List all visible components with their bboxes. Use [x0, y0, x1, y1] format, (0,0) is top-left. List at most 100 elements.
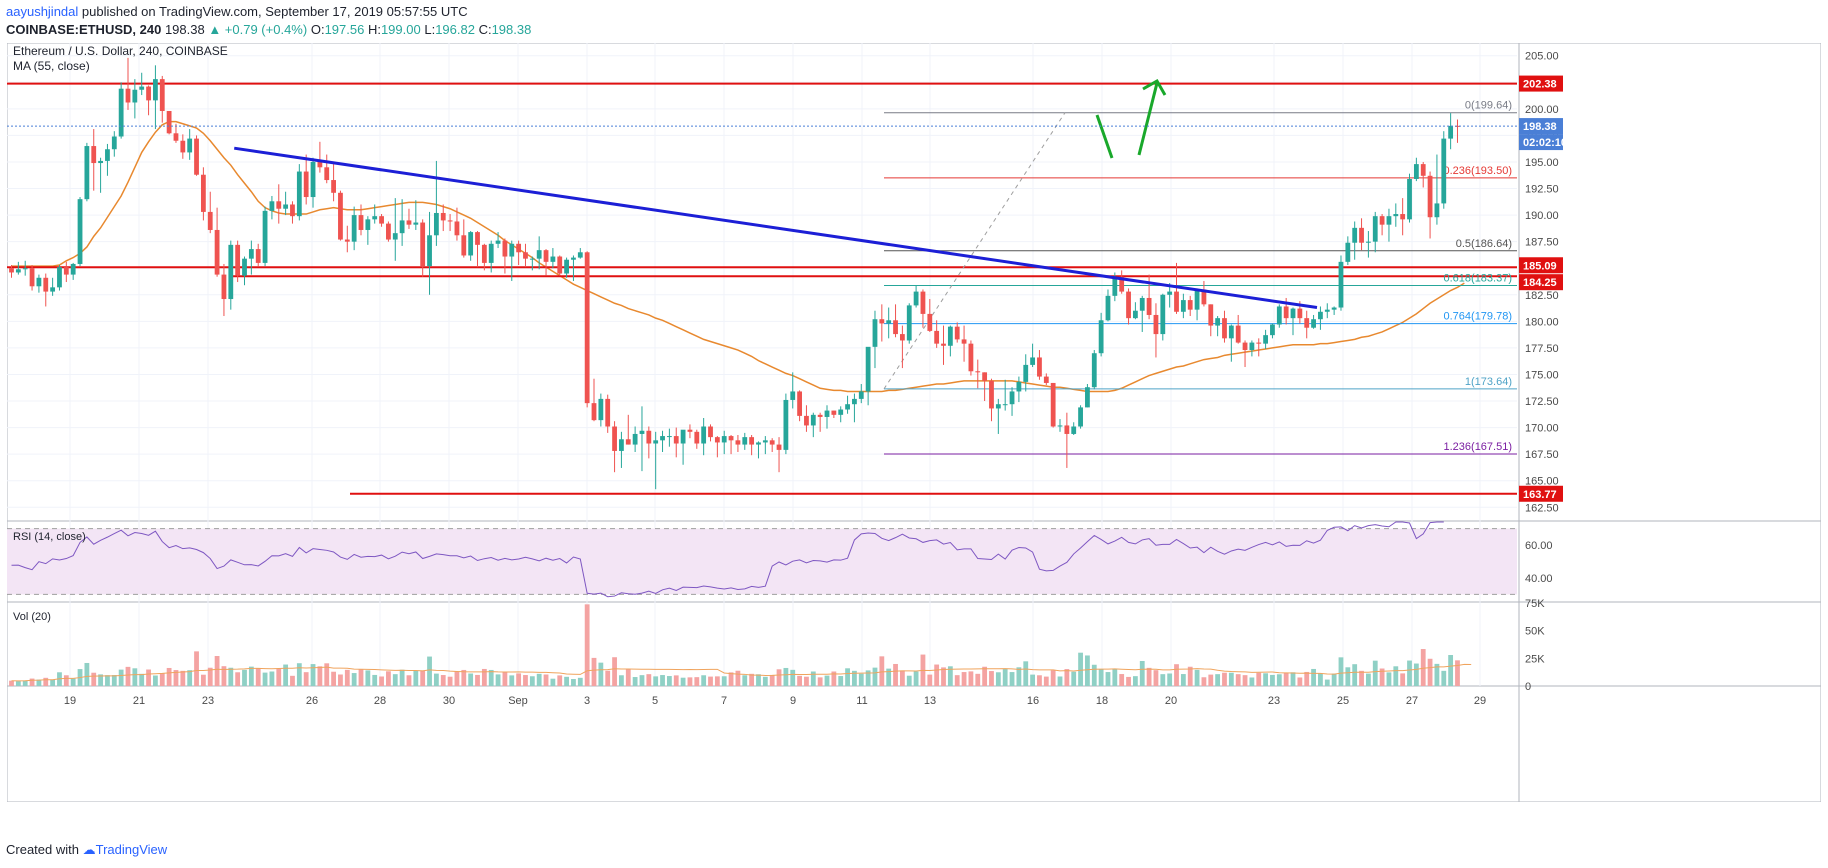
candle-body	[1249, 342, 1255, 351]
volume-bar	[1030, 674, 1035, 686]
candle-body	[516, 243, 522, 253]
volume-bar	[1434, 663, 1440, 686]
volume-bar	[577, 677, 583, 686]
candle-body	[1242, 342, 1248, 351]
candle-body	[968, 343, 974, 372]
volume-bar	[529, 676, 535, 686]
candle-body	[927, 313, 933, 331]
time-tick-label: 13	[924, 695, 936, 707]
volume-bar	[248, 666, 254, 686]
candle-body	[454, 221, 460, 236]
volume-bar	[954, 675, 960, 686]
rsi-tick-label: 60.00	[1525, 540, 1553, 552]
volume-legend: Vol (20)	[13, 611, 51, 623]
volume-bar	[1324, 679, 1330, 686]
volume-bar	[1078, 652, 1083, 686]
volume-bar	[420, 670, 426, 686]
volume-bar	[481, 668, 487, 686]
candle-body	[673, 436, 679, 444]
volume-bar	[1201, 677, 1207, 686]
ma55-line	[11, 120, 1465, 393]
candle-body	[1016, 381, 1022, 392]
candle-body	[653, 440, 659, 444]
volume-bar	[865, 670, 871, 686]
volume-bar	[433, 673, 439, 686]
volume-bar	[852, 670, 857, 686]
candle-body	[550, 256, 556, 262]
candle-body	[1194, 289, 1200, 310]
volume-bar	[769, 674, 775, 686]
candle-body	[1338, 261, 1344, 308]
volume-bar	[235, 672, 241, 686]
volume-bar	[331, 671, 336, 686]
time-tick-label: 30	[443, 695, 455, 707]
volume-bar	[776, 669, 782, 686]
volume-bar	[413, 670, 419, 686]
volume-bar	[899, 670, 905, 686]
volume-bar	[111, 675, 117, 686]
candle-body	[571, 257, 576, 260]
fib-level-label: 0.764(179.78)	[1444, 311, 1513, 323]
candle-body	[207, 211, 213, 230]
candle-body	[1359, 227, 1364, 243]
price-tick-label: 170.00	[1525, 423, 1559, 435]
candle-body	[63, 267, 69, 275]
candle-body	[70, 263, 76, 275]
candle-body	[557, 256, 563, 274]
volume-bar	[701, 675, 707, 686]
candle-body	[619, 439, 624, 451]
candle-body	[824, 410, 830, 417]
price-tick-label: 167.50	[1525, 449, 1559, 461]
candle-body	[1455, 125, 1460, 127]
candle-body	[1187, 300, 1193, 310]
candle-body	[1078, 407, 1083, 427]
candle-body	[1215, 318, 1221, 326]
candle-body	[214, 229, 220, 275]
candle-body	[1002, 404, 1008, 406]
chart-title: Ethereum / U.S. Dollar, 240, COINBASE	[13, 44, 228, 58]
volume-bar	[1290, 672, 1296, 686]
volume-bar	[714, 676, 720, 686]
volume-bar	[187, 670, 193, 686]
volume-bar	[1132, 676, 1138, 686]
volume-bar	[1002, 669, 1008, 686]
chart-header: aayushjindal published on TradingView.co…	[0, 0, 1828, 44]
chart-canvas[interactable]: 0(199.64) 0.236(193.50) 0.5(186.64) 0.618(1…	[7, 43, 1821, 802]
author-link[interactable]: aayushjindal	[6, 4, 79, 19]
volume-bar	[9, 680, 14, 686]
volume-bar	[1242, 675, 1248, 686]
candle-body	[913, 291, 919, 306]
candles	[9, 57, 1460, 490]
candle-body	[372, 216, 378, 220]
candle-body	[1420, 164, 1426, 176]
candle-body	[1146, 297, 1152, 315]
volume-bar	[475, 674, 480, 686]
candle-body	[1153, 314, 1159, 335]
volume-bar	[454, 671, 460, 686]
volume-bar	[735, 670, 741, 686]
candle-body	[1276, 306, 1282, 325]
price-tick-label: 205.00	[1525, 51, 1559, 63]
candle-body	[1393, 214, 1399, 217]
volume-bar	[440, 675, 446, 686]
volume-bar	[29, 678, 35, 686]
volume-bar	[386, 671, 391, 686]
candle-body	[331, 180, 336, 193]
candle-body	[783, 399, 789, 450]
price-badge-bg	[1519, 75, 1563, 92]
candle-body	[1208, 304, 1214, 326]
candle-body	[200, 174, 206, 212]
volume-bar	[893, 663, 898, 686]
ohlc-line: COINBASE:ETHUSD, 240 198.38 ▲ +0.79 (+0.…	[6, 22, 531, 37]
volume-bar	[749, 673, 755, 686]
volume-bar	[687, 677, 693, 686]
volume-bar	[673, 675, 679, 686]
volume-bar	[961, 672, 967, 686]
candle-body	[899, 334, 905, 341]
volume-bar	[927, 674, 933, 686]
volume-bar	[625, 669, 631, 686]
tradingview-link[interactable]: TradingView	[95, 842, 168, 857]
candle-body	[975, 371, 981, 373]
time-tick-label: Sep	[508, 695, 528, 707]
candle-body	[742, 437, 748, 445]
